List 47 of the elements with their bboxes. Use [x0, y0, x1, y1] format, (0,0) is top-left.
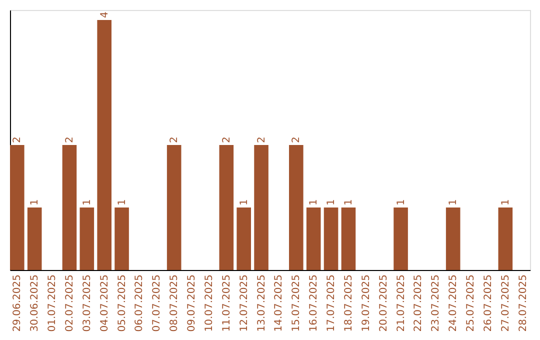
- x-tick-label: 17.07.2025: [326, 274, 338, 332]
- x-tick-label: 24.07.2025: [448, 274, 460, 332]
- x-tick-label: 03.07.2025: [82, 274, 93, 332]
- x-tick-label: 16.07.2025: [308, 274, 320, 332]
- data-label: 2: [291, 136, 302, 143]
- x-tick-label: 30.06.2025: [30, 274, 41, 332]
- x-tick-label: 15.07.2025: [291, 274, 302, 332]
- data-label: 1: [116, 199, 128, 206]
- x-tick-label: 21.07.2025: [396, 274, 407, 332]
- x-tick-label: 19.07.2025: [360, 274, 372, 332]
- data-label: 1: [238, 199, 250, 206]
- x-tick-label: 25.07.2025: [466, 274, 477, 332]
- x-tick-label: 14.07.2025: [274, 274, 285, 332]
- data-label: 2: [256, 136, 268, 143]
- x-tick-label: 28.07.2025: [518, 274, 529, 332]
- data-label: 1: [500, 199, 512, 206]
- data-label: 2: [64, 136, 76, 143]
- data-label: 1: [343, 199, 354, 206]
- x-tick-label: 20.07.2025: [378, 274, 390, 332]
- x-tick-label: 07.07.2025: [152, 274, 163, 332]
- x-tick-label: 05.07.2025: [116, 274, 128, 332]
- x-tick-label: 26.07.2025: [482, 274, 494, 332]
- data-label: 1: [396, 199, 407, 206]
- x-tick-label: 12.07.2025: [238, 274, 250, 332]
- x-tick-label: 11.07.2025: [221, 274, 232, 332]
- x-tick-label: 09.07.2025: [186, 274, 198, 332]
- data-label: 1: [308, 199, 320, 206]
- x-tick-label: 27.07.2025: [500, 274, 512, 332]
- data-label: 1: [326, 199, 338, 206]
- x-tick-label: 08.07.2025: [169, 274, 180, 332]
- x-tick-label: 29.06.2025: [12, 274, 24, 332]
- x-tick-label: 04.07.2025: [99, 274, 110, 332]
- x-tick-label: 01.07.2025: [47, 274, 58, 332]
- data-label: 2: [221, 136, 232, 143]
- data-label: 2: [12, 136, 24, 143]
- x-tick-label: 06.07.2025: [134, 274, 146, 332]
- data-label: 2: [169, 136, 180, 143]
- data-label: 1: [82, 199, 93, 206]
- x-tick-label: 10.07.2025: [204, 274, 215, 332]
- x-tick-label: 02.07.2025: [64, 274, 76, 332]
- x-tick-label: 23.07.2025: [430, 274, 442, 332]
- data-label: 1: [448, 199, 460, 206]
- x-tick-label: 22.07.2025: [413, 274, 424, 332]
- data-label: 4: [99, 12, 110, 18]
- data-label: 1: [30, 199, 41, 206]
- x-tick-label: 18.07.2025: [343, 274, 354, 332]
- x-tick-label: 13.07.2025: [256, 274, 268, 332]
